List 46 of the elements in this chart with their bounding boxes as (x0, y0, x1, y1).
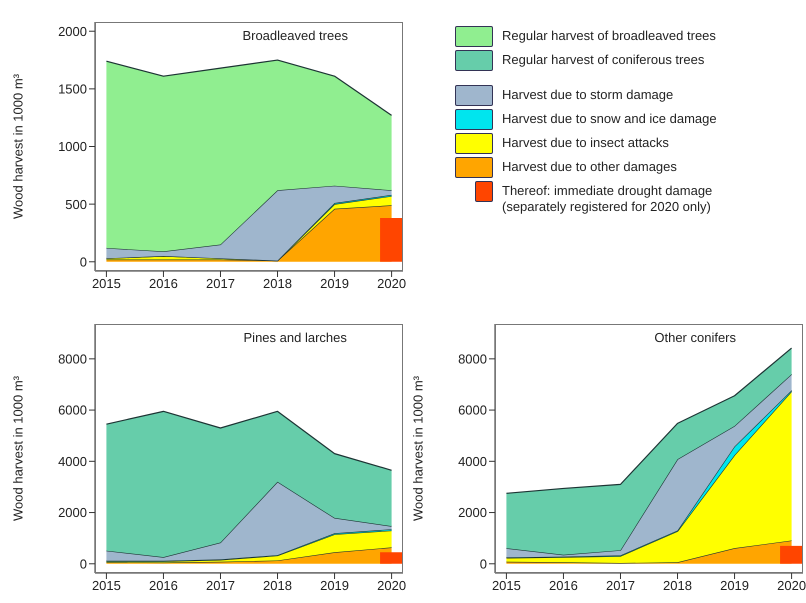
x-tick-label: 2020 (377, 578, 406, 594)
y-tick-label: 0 (80, 556, 87, 572)
x-tick-label: 2016 (148, 276, 178, 292)
text: Pines and larches (242, 330, 348, 345)
y-tick-label: 0 (480, 556, 487, 572)
y-tick-label: 1000 (58, 139, 87, 154)
y-tick-label: 4000 (458, 454, 487, 469)
legend-label: Harvest due to other damages (502, 158, 678, 175)
y-tick-label: 1500 (58, 81, 87, 96)
x-tick-label: 2017 (606, 578, 635, 594)
x-tick-label: 2015 (92, 276, 121, 292)
y-tick-label: 8000 (58, 351, 87, 366)
x-tick-label: 2015 (92, 578, 121, 594)
y-axis-title: Wood harvest in 1000 m³ (10, 375, 26, 521)
text: Regular harvest of broadleaved trees (502, 27, 717, 44)
x-tick-label: 2019 (720, 578, 750, 594)
x-tick-label: 2018 (263, 276, 292, 292)
y-axis-title: Wood harvest in 1000 m³ (10, 73, 26, 219)
x-tick-label: 2016 (548, 578, 578, 594)
legend-label: Harvest due to snow and ice damage (502, 110, 718, 127)
x-tick-label: 2019 (320, 578, 350, 594)
text: Other conifers (653, 330, 738, 345)
x-tick-label: 2017 (206, 276, 235, 292)
legend-label: Regular harvest of coniferous trees (502, 51, 706, 68)
y-tick-label: 6000 (58, 402, 87, 418)
y-tick-label: 2000 (58, 24, 87, 39)
x-tick-label: 2020 (777, 578, 806, 594)
x-tick-label: 2017 (206, 578, 235, 594)
x-tick-label: 2018 (263, 578, 292, 594)
x-tick-label: 2019 (320, 276, 350, 292)
y-tick-label: 4000 (58, 454, 87, 469)
x-tick-label: 2015 (492, 578, 521, 594)
legend-label: Thereof: immediate drought damage (separately registered for 2020 only) (502, 182, 714, 215)
y-tick-label: 500 (65, 196, 87, 212)
x-tick-label: 2016 (148, 578, 178, 594)
y-tick-label: 8000 (458, 351, 487, 366)
y-tick-label: 2000 (458, 505, 487, 520)
y-axis-title: Wood harvest in 1000 m³ (410, 375, 426, 521)
legend-label: Harvest due to storm damage (502, 86, 674, 103)
legend-label: Harvest due to insect attacks (502, 134, 670, 151)
x-tick-label: 2020 (377, 276, 406, 292)
y-tick-label: 2000 (58, 505, 87, 520)
x-tick-label: 2018 (663, 578, 692, 594)
y-tick-label: 6000 (458, 402, 487, 418)
text: Broadleaved trees (241, 28, 349, 43)
y-tick-label: 0 (80, 254, 87, 270)
